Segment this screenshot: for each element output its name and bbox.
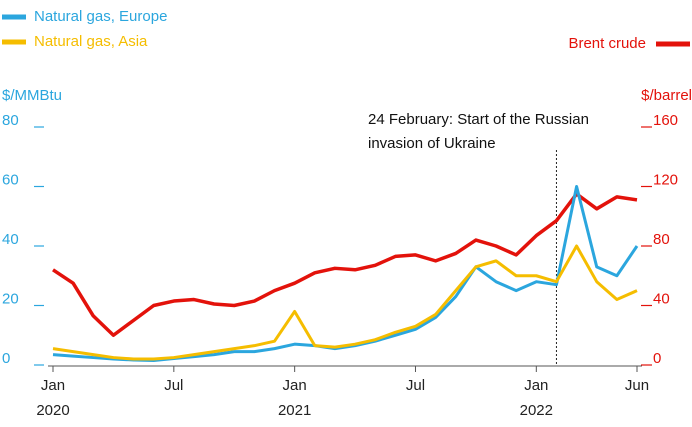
legend-label: Brent crude (568, 35, 646, 52)
series-line (52, 185, 639, 363)
y-axis-label: $/MMBtu (2, 87, 62, 104)
x-tick-label: Jul (164, 377, 183, 394)
x-tick-year: 2020 (36, 402, 69, 419)
y-tick-label: 80 (2, 112, 19, 129)
y2-tick-label: 0 (653, 350, 661, 367)
x-tick-label: Jan (283, 377, 307, 394)
legend-label: Natural gas, Asia (34, 33, 148, 50)
y2-tick-label: 160 (653, 112, 678, 129)
y2-tick-label: 120 (653, 171, 678, 188)
x-tick-label: Jun (625, 377, 649, 394)
x-tick-label: Jan (524, 377, 548, 394)
y2-tick-label: 80 (653, 231, 670, 248)
x-tick-label: Jul (406, 377, 425, 394)
series-line (52, 192, 638, 337)
x-tick-year: 2022 (520, 402, 553, 419)
y2-axis-label: $/barrel (641, 87, 692, 104)
y-tick-label: 20 (2, 290, 19, 307)
series-line (52, 244, 638, 361)
y-tick-label: 40 (2, 231, 19, 248)
y2-tick-label: 40 (653, 290, 670, 307)
x-tick-label: Jan (41, 377, 65, 394)
y-tick-label: 0 (2, 350, 10, 367)
annotation-text: invasion of Ukraine (368, 135, 496, 152)
x-tick-year: 2021 (278, 402, 311, 419)
legend-label: Natural gas, Europe (34, 8, 167, 25)
y-tick-label: 60 (2, 171, 19, 188)
annotation-text: 24 February: Start of the Russian (368, 111, 589, 128)
